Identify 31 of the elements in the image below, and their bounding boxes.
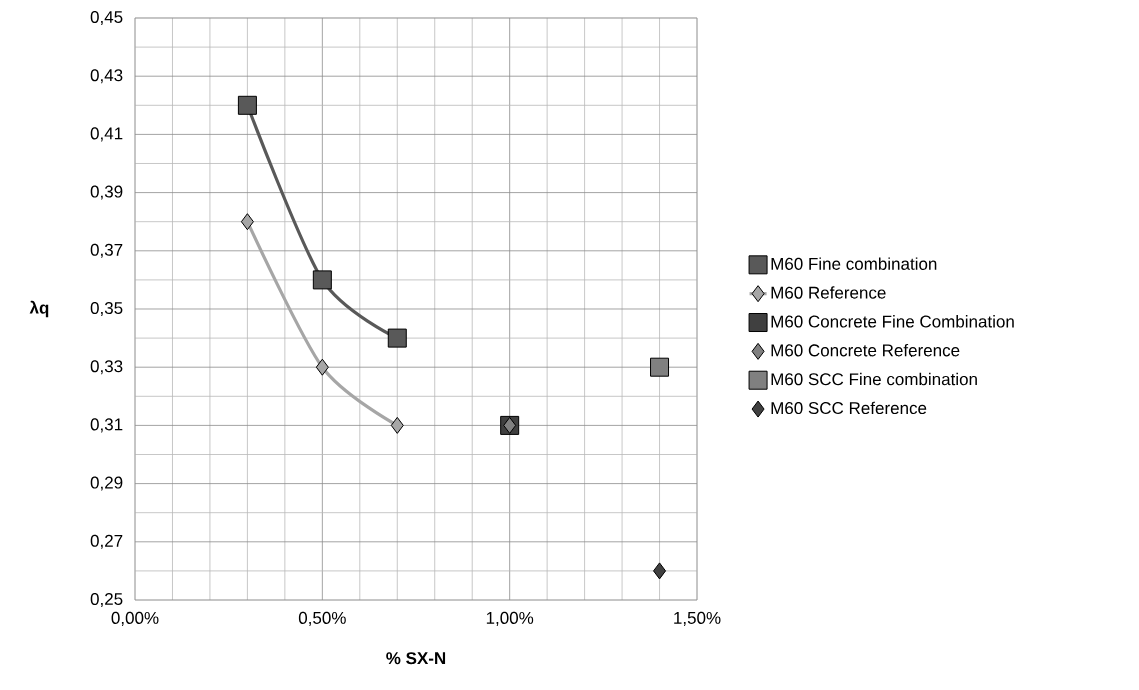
legend-label: M60 SCC Reference xyxy=(771,401,927,415)
y-tick-label: 0,35 xyxy=(90,301,123,317)
point xyxy=(650,357,670,377)
y-tick-label: 0,31 xyxy=(90,418,123,433)
legend-label: M60 Concrete Fine Combination xyxy=(771,315,1014,328)
y-tick-label: 0,25 xyxy=(90,592,123,608)
point xyxy=(315,358,329,376)
x-tick-label: 1,00% xyxy=(486,611,534,626)
y-tick-label: 0,37 xyxy=(90,243,123,258)
legend-label: M60 Fine combination xyxy=(771,257,937,270)
y-tick-label: 0,29 xyxy=(90,476,123,491)
point xyxy=(237,95,257,115)
x-axis-title: % SX-N xyxy=(386,652,446,665)
point xyxy=(653,562,667,580)
y-tick-label: 0,39 xyxy=(90,185,123,200)
legend-label: M60 Concrete Reference xyxy=(771,343,960,357)
point xyxy=(240,213,254,231)
x-tick-label: 0,50% xyxy=(298,611,346,626)
x-tick-label: 1,50% xyxy=(674,611,721,626)
y-tick-label: 0,33 xyxy=(90,360,123,375)
y-tick-label: 0,27 xyxy=(90,534,123,549)
legend-label: M60 Reference xyxy=(771,286,886,299)
y-tick-label: 0,41 xyxy=(90,127,123,142)
point xyxy=(312,270,332,290)
point xyxy=(390,416,404,434)
y-axis-title: λq xyxy=(29,300,49,318)
legend-label: M60 SCC Fine combination xyxy=(771,372,977,386)
y-tick-label: 0,45 xyxy=(90,10,123,26)
point xyxy=(387,328,407,348)
x-tick-label: 0,00% xyxy=(111,611,159,626)
y-tick-label: 0,43 xyxy=(90,69,123,84)
